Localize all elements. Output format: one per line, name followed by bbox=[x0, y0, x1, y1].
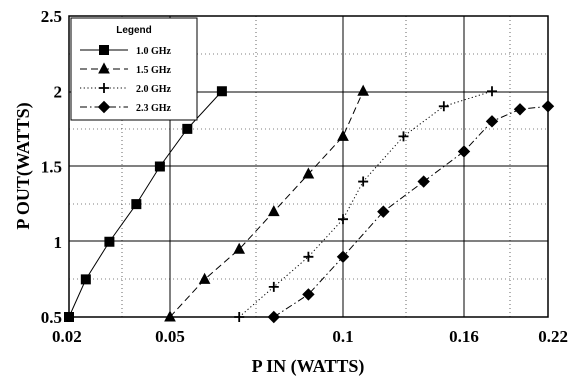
legend-marker bbox=[99, 83, 109, 93]
legend-marker bbox=[97, 100, 111, 114]
data-point bbox=[457, 145, 471, 158]
data-point bbox=[541, 100, 555, 113]
data-point bbox=[438, 101, 449, 112]
data-point bbox=[233, 242, 246, 254]
data-point bbox=[268, 281, 279, 292]
data-point bbox=[302, 288, 315, 301]
y-tick-label: 2 bbox=[54, 82, 63, 101]
data-point bbox=[417, 175, 430, 188]
legend-label: 1.0 GHz bbox=[136, 46, 172, 57]
data-point bbox=[80, 274, 91, 285]
x-tick-label: 0.1 bbox=[332, 327, 353, 346]
x-tick-label: 0.16 bbox=[449, 327, 479, 346]
legend-marker bbox=[98, 62, 110, 74]
series-group bbox=[64, 84, 555, 324]
legend-label: 2.3 GHz bbox=[136, 103, 172, 114]
y-tick-label: 2.5 bbox=[41, 7, 62, 26]
x-tick-label: 0.02 bbox=[52, 327, 82, 346]
data-point bbox=[337, 129, 349, 141]
data-point bbox=[154, 161, 165, 172]
data-point bbox=[267, 310, 281, 324]
x-axis-title: P IN (WATTS) bbox=[252, 356, 365, 377]
data-point bbox=[104, 236, 115, 247]
data-point bbox=[164, 310, 176, 322]
data-point bbox=[377, 205, 390, 218]
y-axis-title: P OUT(WATTS) bbox=[13, 102, 34, 229]
legend-label: 1.5 GHz bbox=[136, 65, 172, 76]
data-point bbox=[267, 205, 280, 217]
data-point bbox=[513, 103, 527, 116]
x-tick-labels: 0.02 0.05 0.1 0.16 0.22 bbox=[52, 327, 568, 346]
data-point bbox=[216, 86, 227, 97]
plot-frame bbox=[68, 15, 549, 318]
data-point bbox=[398, 131, 409, 142]
y-tick-label: 1.5 bbox=[41, 158, 62, 177]
series-line bbox=[169, 91, 364, 318]
data-point bbox=[198, 272, 211, 284]
data-point bbox=[182, 123, 193, 134]
data-point bbox=[302, 167, 315, 179]
legend-title: Legend bbox=[116, 25, 152, 36]
series-line bbox=[273, 105, 549, 318]
data-point bbox=[338, 214, 348, 225]
data-point bbox=[303, 251, 314, 262]
y-tick-label: 1 bbox=[54, 233, 63, 252]
data-point bbox=[64, 312, 74, 322]
data-point bbox=[487, 86, 497, 97]
x-tick-label: 0.22 bbox=[538, 327, 568, 346]
data-point bbox=[358, 176, 369, 187]
x-tick-label: 0.05 bbox=[155, 327, 185, 346]
y-tick-label: 0.5 bbox=[41, 308, 62, 327]
legend: Legend 1.0 GHz 1.5 GHz 2.0 GHz 2.3 GHz bbox=[70, 17, 198, 121]
y-tick-labels: 0.5 1 1.5 2 2.5 bbox=[41, 7, 62, 327]
data-point bbox=[485, 115, 499, 128]
legend-marker bbox=[99, 45, 109, 55]
data-point bbox=[336, 250, 350, 264]
data-point bbox=[234, 312, 245, 322]
data-point bbox=[357, 84, 369, 96]
legend-label: 2.0 GHz bbox=[136, 84, 172, 95]
data-point bbox=[131, 199, 142, 210]
